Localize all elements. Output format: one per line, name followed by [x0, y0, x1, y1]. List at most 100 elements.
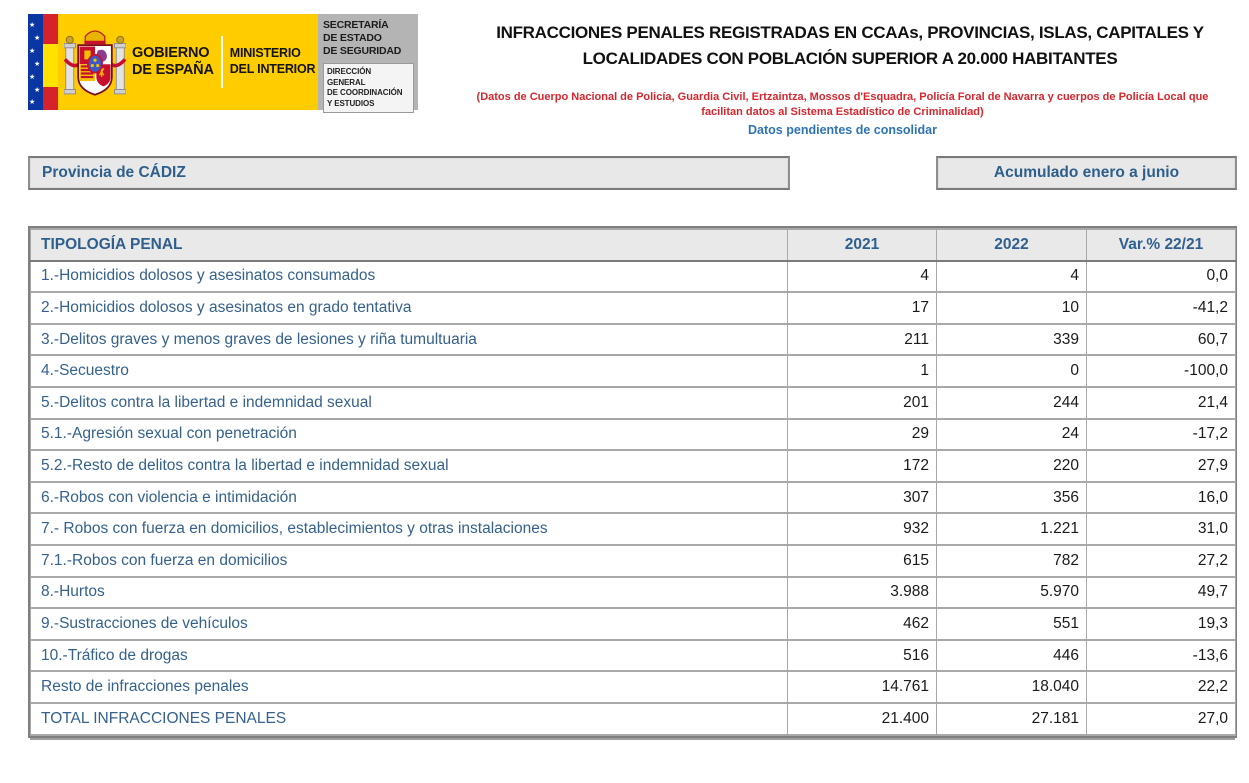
cell-2021: 21.400 [787, 701, 937, 736]
cell-variation: 31,0 [1086, 512, 1236, 546]
table-body: 1.-Homicidios dolosos y asesinatos consu… [30, 259, 1236, 736]
secretaria-label: DE SEGURIDAD [323, 45, 402, 58]
cell-variation: 21,4 [1086, 385, 1236, 420]
table-header-row: TIPOLOGÍA PENAL 2021 2022 Var.% 22/21 [30, 228, 1236, 262]
cell-2021: 462 [787, 607, 937, 641]
eu-star-icon: ★ [34, 87, 41, 94]
direccion-general-panel: DIRECCIÓN GENERAL DE COORDINACIÓN Y ESTU… [323, 63, 414, 113]
spain-flag-strip [43, 14, 58, 110]
page-title-line2: LOCALIDADES CON POBLACIÓN SUPERIOR A 20.… [582, 49, 1118, 68]
cell-2021: 516 [787, 638, 937, 673]
cell-2021: 615 [787, 543, 937, 578]
data-source-note-line1: (Datos de Cuerpo Nacional de Policía, Gu… [476, 91, 1209, 103]
cell-variation: -100,0 [1086, 354, 1236, 388]
column-header-2021: 2021 [787, 228, 937, 262]
cell-variation: 49,7 [1086, 575, 1236, 610]
secretaria-estado-panel: SECRETARÍA DE ESTADO DE SEGURIDAD DIRECC… [318, 14, 418, 113]
cell-typology: 7.- Robos con fuerza en domicilios, esta… [30, 512, 788, 546]
cell-2022: 0 [936, 354, 1087, 388]
table-row: TOTAL INFRACCIONES PENALES 21.400 27.181 27… [30, 701, 1236, 736]
province-header-box: Provincia de CÁDIZ [28, 156, 790, 190]
cell-typology: 8.-Hurtos [30, 575, 788, 610]
column-header-tipologia: TIPOLOGÍA PENAL [30, 228, 788, 262]
cell-2021: 14.761 [787, 670, 937, 704]
logo-divider [220, 36, 223, 88]
cell-typology: TOTAL INFRACCIONES PENALES [30, 701, 788, 736]
eu-star-icon: ★ [34, 35, 41, 42]
eu-star-icon: ★ [29, 74, 36, 81]
logo-yellow-panel: GOBIERNO DE ESPAÑA MINISTERIO DEL INTERI… [58, 14, 318, 110]
data-source-note: (Datos de Cuerpo Nacional de Policía, Gu… [440, 90, 1245, 120]
table-row: 2.-Homicidios dolosos y asesinatos en gr… [30, 291, 1236, 325]
cell-typology: 7.1.-Robos con fuerza en domicilios [30, 543, 788, 578]
cell-typology: 9.-Sustracciones de vehículos [30, 607, 788, 641]
gobierno-espana-label: GOBIERNO DE ESPAÑA [132, 44, 214, 78]
cell-typology: 5.2.-Resto de delitos contra la libertad… [30, 449, 788, 483]
cell-2022: 10 [936, 291, 1087, 325]
cell-typology: 2.-Homicidios dolosos y asesinatos en gr… [30, 291, 788, 325]
cell-typology: 5.-Delitos contra la libertad e indemnid… [30, 385, 788, 420]
government-logo: ★ ★ ★ ★ ★ ★ ★ [28, 14, 418, 113]
cell-2022: 339 [936, 322, 1087, 357]
cell-typology: 3.-Delitos graves y menos graves de lesi… [30, 322, 788, 357]
eu-star-icon: ★ [34, 61, 41, 68]
table-row: 8.-Hurtos 3.988 5.970 49,7 [30, 575, 1236, 610]
cell-2022: 18.040 [936, 670, 1087, 704]
cell-2021: 3.988 [787, 575, 937, 610]
table-row: 7.1.-Robos con fuerza en domicilios 615 78… [30, 543, 1236, 578]
cell-2021: 1 [787, 354, 937, 388]
cell-2022: 446 [936, 638, 1087, 673]
table-row: 6.-Robos con violencia e intimidación 307… [30, 480, 1236, 515]
direccion-label: Y ESTUDIOS [327, 98, 375, 108]
table-row: Resto de infracciones penales 14.761 18.04… [30, 670, 1236, 704]
eu-flag-band: ★ ★ ★ ★ ★ ★ ★ [28, 14, 43, 110]
eu-star-icon: ★ [29, 22, 36, 29]
ministerio-interior-label: MINISTERIO DEL INTERIOR [229, 46, 316, 76]
spain-coat-of-arms-icon [64, 30, 126, 96]
cell-2021: 201 [787, 385, 937, 420]
cell-2022: 244 [936, 385, 1087, 420]
table-row: 3.-Delitos graves y menos graves de lesi… [30, 322, 1236, 357]
eu-star-icon: ★ [29, 48, 36, 55]
pending-data-note: Datos pendientes de consolidar [748, 123, 937, 137]
cell-2022: 4 [936, 259, 1087, 294]
table-row: 1.-Homicidios dolosos y asesinatos consu… [30, 259, 1236, 294]
data-source-note-line2: facilitan datos al Sistema Estadístico d… [701, 106, 984, 118]
cell-2021: 307 [787, 480, 937, 515]
crime-statistics-table: TIPOLOGÍA PENAL 2021 2022 Var.% 22/21 1.… [28, 226, 1237, 738]
page-title-line1: INFRACCIONES PENALES REGISTRADAS EN CCAA… [496, 23, 1204, 42]
cell-2021: 29 [787, 417, 937, 452]
cell-2021: 932 [787, 512, 937, 546]
cell-typology: 5.1.-Agresión sexual con penetración [30, 417, 788, 452]
cell-2022: 356 [936, 480, 1087, 515]
cell-2021: 172 [787, 449, 937, 483]
table-row: 5.1.-Agresión sexual con penetración 29 24… [30, 417, 1236, 452]
cell-variation: 27,9 [1086, 449, 1236, 483]
cell-variation: -17,2 [1086, 417, 1236, 452]
cell-typology: 1.-Homicidios dolosos y asesinatos consu… [30, 259, 788, 294]
cell-2022: 27.181 [936, 701, 1087, 736]
cell-variation: 22,2 [1086, 670, 1236, 704]
table-row: 5.-Delitos contra la libertad e indemnid… [30, 385, 1236, 420]
province-label: Provincia de CÁDIZ [42, 164, 186, 181]
table-row: 9.-Sustracciones de vehículos 462 551 19,3 [30, 607, 1236, 641]
eu-star-icon: ★ [29, 99, 36, 106]
cell-variation: 16,0 [1086, 480, 1236, 515]
cell-variation: 0,0 [1086, 259, 1236, 294]
cell-variation: 60,7 [1086, 322, 1236, 357]
cell-2022: 551 [936, 607, 1087, 641]
table-row: 10.-Tráfico de drogas 516 446 -13,6 [30, 638, 1236, 673]
column-header-2022: 2022 [936, 228, 1087, 262]
cell-2021: 211 [787, 322, 937, 357]
column-header-variation: Var.% 22/21 [1086, 228, 1236, 262]
cell-typology: Resto de infracciones penales [30, 670, 788, 704]
direccion-label: DE COORDINACIÓN [327, 88, 403, 98]
cell-2022: 24 [936, 417, 1087, 452]
direccion-label: DIRECCIÓN GENERAL [327, 67, 371, 87]
period-label: Acumulado enero a junio [993, 164, 1180, 181]
cell-typology: 6.-Robos con violencia e intimidación [30, 480, 788, 515]
cell-variation: -13,6 [1086, 638, 1236, 673]
cell-2022: 220 [936, 449, 1087, 483]
cell-typology: 4.-Secuestro [30, 354, 788, 388]
cell-2022: 1.221 [936, 512, 1087, 546]
